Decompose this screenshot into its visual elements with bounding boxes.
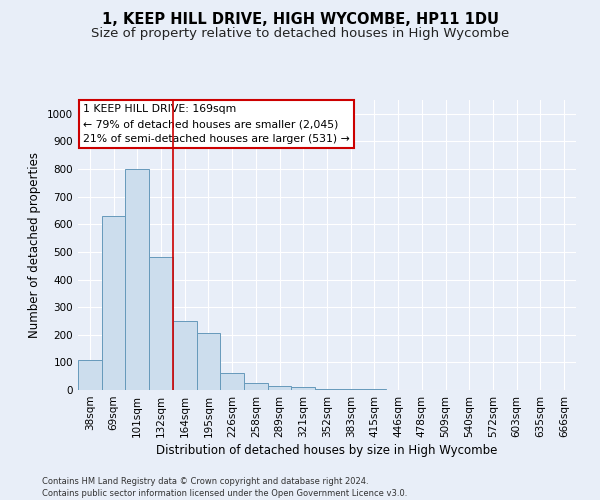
Bar <box>244 383 268 390</box>
Bar <box>173 321 197 390</box>
Text: Contains HM Land Registry data © Crown copyright and database right 2024.: Contains HM Land Registry data © Crown c… <box>42 478 368 486</box>
Bar <box>315 388 339 390</box>
Bar <box>197 334 220 390</box>
Bar <box>220 374 244 390</box>
Bar <box>149 258 173 390</box>
Y-axis label: Number of detached properties: Number of detached properties <box>28 152 41 338</box>
Text: 1 KEEP HILL DRIVE: 169sqm
← 79% of detached houses are smaller (2,045)
21% of se: 1 KEEP HILL DRIVE: 169sqm ← 79% of detac… <box>83 104 350 144</box>
Text: Size of property relative to detached houses in High Wycombe: Size of property relative to detached ho… <box>91 28 509 40</box>
Text: Contains public sector information licensed under the Open Government Licence v3: Contains public sector information licen… <box>42 489 407 498</box>
Bar <box>292 387 315 390</box>
Bar <box>362 388 386 390</box>
Bar <box>102 216 125 390</box>
Text: 1, KEEP HILL DRIVE, HIGH WYCOMBE, HP11 1DU: 1, KEEP HILL DRIVE, HIGH WYCOMBE, HP11 1… <box>101 12 499 28</box>
X-axis label: Distribution of detached houses by size in High Wycombe: Distribution of detached houses by size … <box>157 444 497 457</box>
Bar <box>268 386 292 390</box>
Bar <box>125 169 149 390</box>
Bar <box>78 360 102 390</box>
Bar <box>339 388 362 390</box>
